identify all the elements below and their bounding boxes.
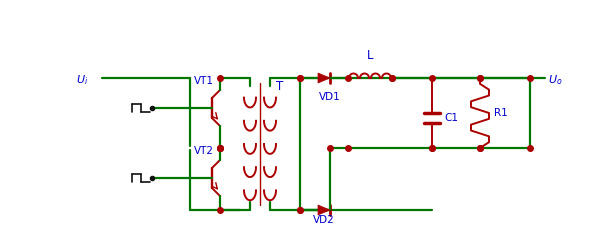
Text: VT2: VT2	[194, 146, 214, 156]
Text: VD2: VD2	[313, 215, 335, 225]
Text: T: T	[276, 80, 283, 93]
Polygon shape	[318, 205, 330, 215]
Polygon shape	[318, 73, 330, 83]
Text: VT1: VT1	[194, 76, 214, 86]
Text: R1: R1	[494, 108, 508, 118]
Text: U$_o$: U$_o$	[548, 73, 562, 87]
Text: U$_i$: U$_i$	[76, 73, 88, 87]
Text: VD1: VD1	[319, 92, 341, 102]
Text: C1: C1	[444, 113, 458, 123]
Text: L: L	[367, 49, 373, 62]
